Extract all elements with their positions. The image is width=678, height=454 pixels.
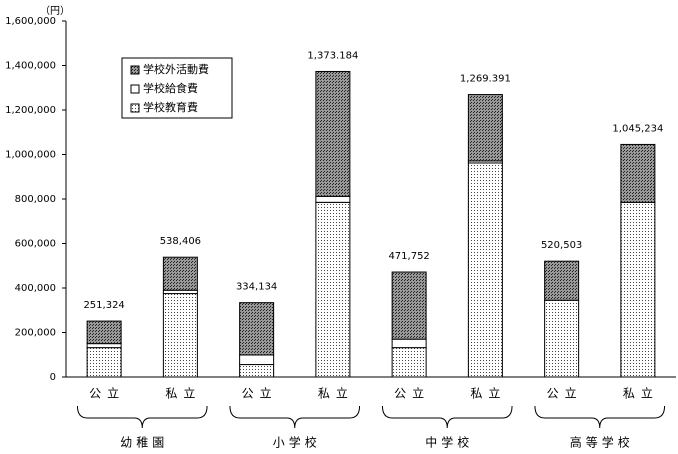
bar-segment xyxy=(467,94,503,162)
bar-segment xyxy=(467,162,503,378)
bar-segment xyxy=(391,271,427,340)
bar-segment xyxy=(315,70,351,197)
bar-segment xyxy=(315,195,351,203)
bar-segment xyxy=(162,293,198,378)
legend-swatch xyxy=(130,103,140,113)
y-tick-label: 800,000 xyxy=(15,194,56,205)
bar-total-label: 334,134 xyxy=(236,282,277,293)
legend-swatch xyxy=(130,65,140,75)
x-tick-label: 私立 xyxy=(623,386,659,401)
group-label: 小学校 xyxy=(273,435,321,450)
bar-segment xyxy=(86,347,122,378)
group-label: 中学校 xyxy=(425,435,473,450)
bar-segment xyxy=(544,260,580,301)
bar-segment xyxy=(391,347,427,378)
bar-segment xyxy=(620,201,656,378)
group-label: 幼稚園 xyxy=(120,436,168,450)
bar-total-label: 520,503 xyxy=(541,240,582,251)
legend-label: 学校給食費 xyxy=(143,81,198,95)
group-brace xyxy=(381,405,513,429)
y-tick-label: 1,600,000 xyxy=(5,16,56,27)
bar-segment xyxy=(315,201,351,378)
x-tick-label: 私立 xyxy=(318,386,354,401)
bar-segment xyxy=(86,320,122,345)
x-tick-label: 私立 xyxy=(165,386,201,401)
group-brace xyxy=(229,405,361,429)
y-tick-label: 0 xyxy=(50,372,56,383)
x-tick-label: 公立 xyxy=(242,386,278,401)
legend-label: 学校外活動費 xyxy=(143,62,209,76)
x-tick-label: 私立 xyxy=(470,386,506,401)
bar-total-label: 1,269.391 xyxy=(460,74,511,85)
bar-segment xyxy=(239,354,275,366)
y-tick-label: 400,000 xyxy=(15,283,56,294)
bar-segment xyxy=(391,338,427,349)
y-tick-label: 1,200,000 xyxy=(5,105,56,116)
group-brace xyxy=(534,405,666,429)
bar-segment xyxy=(620,143,656,203)
bar-segment xyxy=(544,299,580,378)
y-tick-label: 600,000 xyxy=(15,239,56,250)
bar-total-label: 538,406 xyxy=(160,236,201,247)
y-unit: （円） xyxy=(40,5,70,17)
y-tick-label: 1,000,000 xyxy=(5,150,56,161)
y-tick-label: 200,000 xyxy=(15,328,56,339)
bar-total-label: 1,045,234 xyxy=(612,123,663,134)
group-brace xyxy=(76,405,208,429)
x-tick-label: 公立 xyxy=(394,386,430,401)
legend-box xyxy=(121,57,233,119)
bar-segment xyxy=(162,256,198,291)
group-label: 高等学校 xyxy=(570,435,634,450)
legend-swatch xyxy=(130,84,140,94)
x-tick-label: 公立 xyxy=(89,386,125,401)
bar-total-label: 1,373.184 xyxy=(307,50,358,61)
bar-total-label: 471,752 xyxy=(388,251,429,262)
legend-label: 学校教育費 xyxy=(143,100,198,114)
bar-segment xyxy=(239,364,275,378)
bar-segment xyxy=(162,289,198,295)
bar-segment xyxy=(86,343,122,349)
x-tick-label: 公立 xyxy=(547,386,583,401)
y-tick-label: 1,400,000 xyxy=(5,61,56,72)
bar-total-label: 251,324 xyxy=(83,300,124,311)
bar-segment xyxy=(239,302,275,356)
